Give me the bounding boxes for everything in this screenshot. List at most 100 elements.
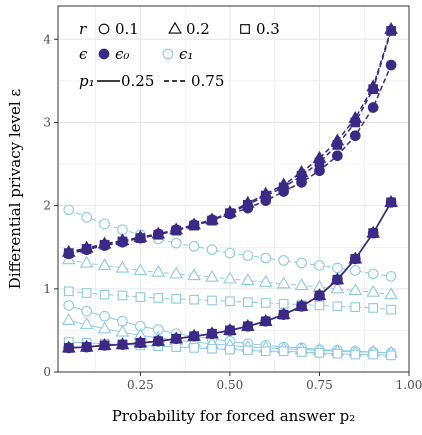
data-point <box>278 298 289 309</box>
data-point <box>224 247 236 259</box>
data-point <box>63 343 74 353</box>
data-point <box>188 241 200 252</box>
data-point <box>260 316 271 327</box>
data-point <box>242 321 253 332</box>
data-point <box>296 347 307 357</box>
legend-p1-dashed-label: 0.75 <box>191 72 224 90</box>
data-point <box>187 268 201 281</box>
data-point <box>242 250 254 261</box>
data-point <box>368 228 379 238</box>
data-point <box>206 244 218 256</box>
data-point <box>386 197 396 208</box>
data-point <box>189 220 199 231</box>
data-point <box>207 295 217 306</box>
data-point <box>81 211 93 223</box>
data-point <box>63 286 74 297</box>
data-point <box>332 140 343 150</box>
series-eps0-r0.3-p1-0.25 <box>63 197 396 353</box>
data-point <box>278 255 289 266</box>
data-point <box>225 344 235 355</box>
data-point <box>242 297 253 307</box>
data-point <box>63 248 74 258</box>
data-point <box>278 309 289 320</box>
legend-eps0-label: ϵ₀ <box>115 45 129 63</box>
legend-marker-triangle <box>168 21 182 34</box>
data-point <box>368 303 379 313</box>
y-axis-title: Differential privacy level ε <box>6 89 24 290</box>
data-point <box>205 269 219 282</box>
data-point <box>278 346 289 357</box>
data-point <box>314 348 325 358</box>
data-point <box>117 290 128 301</box>
data-point <box>242 345 253 356</box>
data-point <box>332 301 343 312</box>
series-eps1-r0.1-p1-0.75 <box>63 204 397 282</box>
data-point <box>117 315 128 327</box>
data-point <box>79 255 94 268</box>
data-point <box>242 199 253 210</box>
legend-marker-circle <box>98 23 110 35</box>
legend-p1-title: p₁ <box>79 72 95 90</box>
data-point <box>153 293 164 303</box>
data-point <box>97 321 112 334</box>
y-tick-label: 3 <box>43 115 51 129</box>
x-tick-label: 0.25 <box>127 378 154 392</box>
data-point <box>386 304 396 315</box>
series-eps0-r0.3-p1-0.75 <box>63 26 396 258</box>
data-point <box>260 346 271 357</box>
data-point <box>240 273 255 286</box>
x-tick-label: 1.00 <box>396 378 422 392</box>
data-point <box>276 276 291 289</box>
legend-marker-eps0 <box>98 48 110 60</box>
series-eps1-r0.3-p1-0.75 <box>63 286 396 315</box>
data-point <box>117 224 128 236</box>
data-point <box>135 233 146 243</box>
data-point <box>79 317 94 330</box>
data-point <box>368 349 379 360</box>
data-point <box>99 239 110 250</box>
data-point <box>223 271 237 284</box>
data-point <box>296 301 307 312</box>
data-point <box>117 339 128 350</box>
data-point <box>260 298 271 308</box>
data-point <box>332 150 343 162</box>
data-point <box>207 343 217 354</box>
legend-eps1-label: ϵ₁ <box>179 45 193 63</box>
data-point <box>314 260 325 271</box>
data-point <box>386 26 396 36</box>
data-point <box>99 340 110 351</box>
data-point <box>350 254 361 264</box>
data-point <box>99 218 110 230</box>
y-tick-label: 4 <box>43 32 51 46</box>
plot-frame <box>57 5 410 373</box>
data-point <box>386 350 396 361</box>
data-point <box>63 204 75 216</box>
legend-marker-eps1 <box>162 48 174 60</box>
data-point <box>207 328 217 339</box>
data-point <box>350 117 361 128</box>
data-point <box>348 283 363 296</box>
data-point <box>153 229 164 240</box>
data-point <box>135 292 146 302</box>
data-point <box>171 333 182 344</box>
data-point <box>115 324 130 337</box>
data-point <box>225 325 235 336</box>
data-point <box>366 284 381 297</box>
data-point <box>151 264 166 277</box>
data-point <box>189 331 199 342</box>
x-tick-label: 0.75 <box>306 378 333 392</box>
x-tick-label: 0.50 <box>217 378 244 392</box>
data-point <box>260 252 272 264</box>
data-point <box>332 274 343 285</box>
data-point <box>171 293 182 304</box>
data-point <box>61 313 76 326</box>
data-point <box>367 102 379 113</box>
legend-r-label: 0.2 <box>186 20 210 38</box>
legend-p1-solid-label: 0.25 <box>121 72 154 90</box>
legend-marker-square <box>240 24 250 34</box>
data-point <box>296 170 307 181</box>
data-point <box>225 296 235 307</box>
data-point <box>332 262 343 274</box>
data-point <box>115 260 130 273</box>
data-point <box>278 182 289 193</box>
